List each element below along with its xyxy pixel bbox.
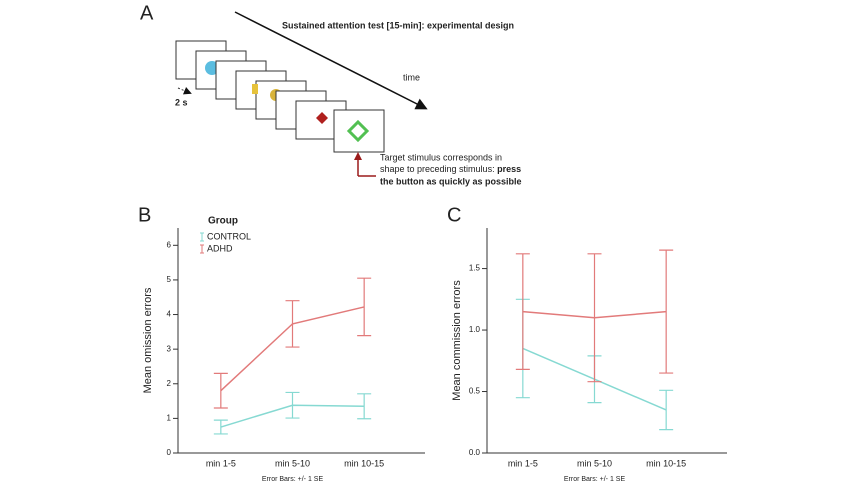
stimulus [316, 112, 328, 124]
panel-a: A Sustained attention test [15-min]: exp… [140, 2, 522, 186]
x-tick-label: min 5-10 [577, 458, 612, 468]
error-bar [659, 389, 674, 431]
error-bar [213, 372, 228, 409]
target-stimulus [346, 119, 370, 143]
x-tick-label: min 5-10 [275, 458, 310, 468]
target-text: press [497, 164, 521, 174]
error-bar [515, 253, 530, 370]
error-bar [285, 391, 300, 419]
stimulus [252, 84, 258, 94]
target-text: shape to preceding stimulus: [380, 164, 495, 174]
error-bar [213, 419, 228, 435]
error-bar [659, 249, 674, 374]
error-bar [587, 253, 602, 383]
y-tick-label: 4 [167, 310, 172, 319]
time-label: time [403, 72, 420, 82]
legend-marker [200, 232, 204, 242]
y-tick-label: 1 [167, 413, 172, 422]
y-axis-label: Mean omission errors [142, 287, 154, 393]
x-tick-label: min 1-5 [206, 458, 236, 468]
legend-label: ADHD [207, 243, 233, 253]
legend-label: CONTROL [207, 231, 251, 241]
x-tick-label: min 1-5 [508, 458, 538, 468]
y-tick-label: 5 [167, 275, 172, 284]
note: Error Bars: +/- 1 SE [262, 476, 324, 483]
panel-label: B [138, 204, 151, 226]
x-tick-label: min 10-15 [344, 458, 384, 468]
legend-title: Group [208, 216, 238, 227]
y-tick-label: 0 [167, 448, 172, 457]
y-tick-label: 2 [167, 379, 172, 388]
target-text: the button as quickly as possible [380, 176, 522, 186]
interval-arrow [177, 87, 192, 95]
card [333, 109, 385, 153]
target-bracket [357, 156, 376, 177]
panel-label: C [447, 204, 461, 226]
y-tick-label: 1.5 [469, 264, 481, 273]
y-tick-label: 6 [167, 240, 172, 249]
error-bar [357, 277, 372, 337]
error-bar [285, 300, 300, 348]
y-tick-label: 1.0 [469, 325, 481, 334]
panel-title: Sustained attention test [15-min]: exper… [282, 20, 514, 30]
y-axis-label: Mean commission errors [451, 280, 463, 401]
time-arrow [234, 11, 428, 110]
error-bar [357, 393, 372, 420]
y-tick-label: 0.5 [469, 387, 481, 396]
interval-label: 2 s [175, 97, 188, 107]
y-tick-label: 3 [167, 344, 172, 353]
y-tick-label: 0.0 [469, 448, 481, 457]
panel-label: A [140, 2, 154, 24]
target-text: Target stimulus corresponds in [380, 152, 502, 162]
target-text: shape to preceding stimulus: press [380, 164, 521, 174]
x-tick-label: min 10-15 [646, 458, 686, 468]
legend-marker [200, 244, 204, 254]
note: Error Bars: +/- 1 SE [564, 476, 626, 483]
